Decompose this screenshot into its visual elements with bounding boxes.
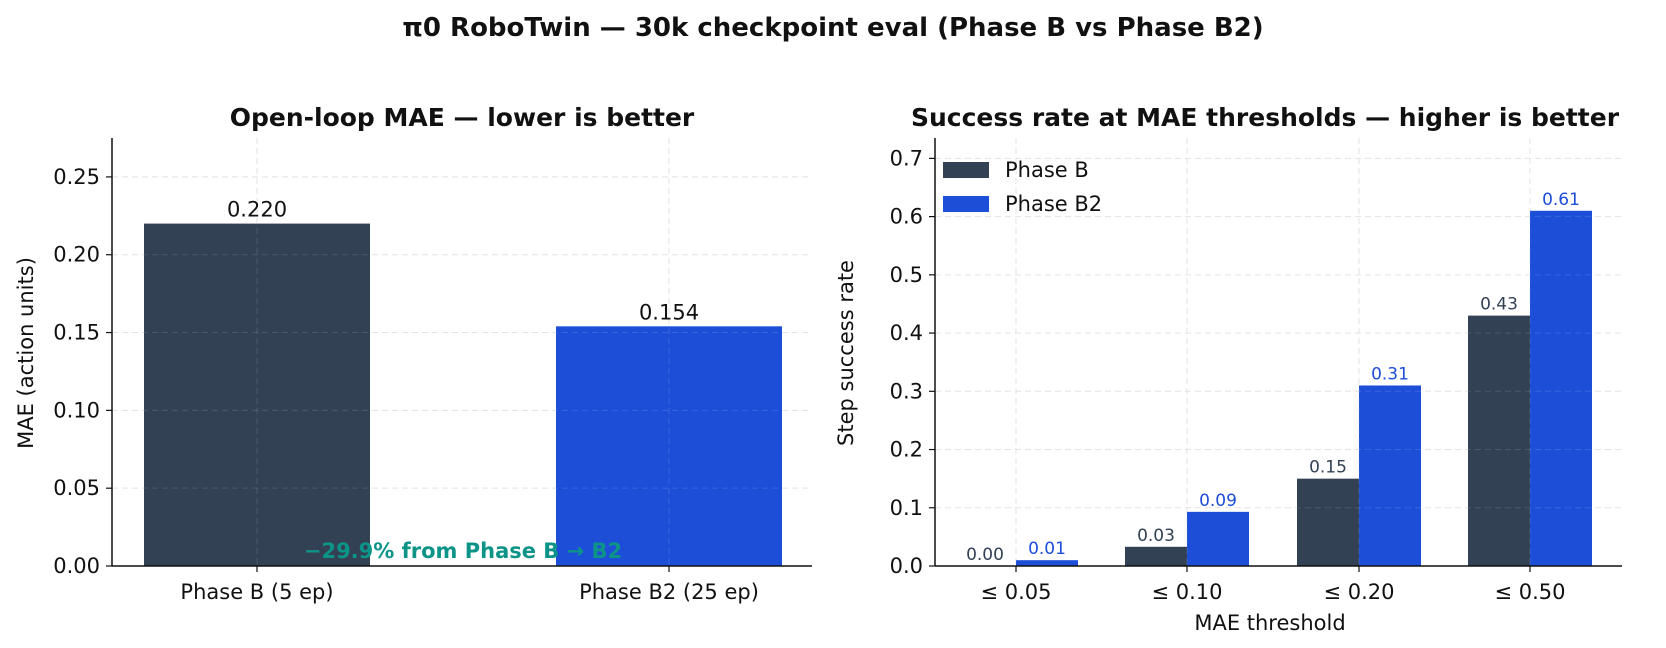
success-bar-value-label: 0.00 bbox=[966, 545, 1004, 565]
success-rate-chart: Success rate at MAE thresholds — higher … bbox=[834, 103, 1622, 635]
success-y-tick-label: 0.7 bbox=[890, 146, 923, 170]
success-x-tick-label: ≤ 0.10 bbox=[1151, 580, 1222, 604]
legend-swatch bbox=[943, 196, 989, 212]
success-bar-value-label: 0.03 bbox=[1137, 526, 1175, 546]
success-bar-value-label: 0.15 bbox=[1309, 458, 1347, 478]
figure-title: π0 RoboTwin — 30k checkpoint eval (Phase… bbox=[402, 13, 1263, 43]
mae-y-tick-label: 0.10 bbox=[53, 398, 100, 422]
mae-y-tick-label: 0.25 bbox=[53, 165, 100, 189]
success-chart-title: Success rate at MAE thresholds — higher … bbox=[911, 103, 1620, 132]
success-bar bbox=[1530, 210, 1592, 566]
mae-change-annotation: −29.9% from Phase B → B2 bbox=[304, 539, 622, 563]
legend-label: Phase B2 bbox=[1005, 192, 1102, 216]
mae-y-tick-label: 0.00 bbox=[53, 554, 100, 578]
success-y-tick-label: 0.0 bbox=[890, 554, 923, 578]
mae-bar-value-label: 0.220 bbox=[227, 198, 287, 222]
mae-y-tick-label: 0.20 bbox=[53, 243, 100, 267]
success-y-tick-label: 0.3 bbox=[890, 379, 923, 403]
mae-x-tick-label: Phase B (5 ep) bbox=[180, 580, 333, 604]
success-bar bbox=[1187, 511, 1249, 566]
success-bar bbox=[1468, 315, 1530, 566]
success-bar-value-label: 0.31 bbox=[1371, 364, 1409, 384]
success-y-tick-label: 0.1 bbox=[890, 496, 923, 520]
mae-chart-title: Open-loop MAE — lower is better bbox=[230, 103, 695, 132]
success-bar bbox=[1359, 385, 1421, 566]
mae-bar-value-label: 0.154 bbox=[639, 300, 699, 324]
success-bar bbox=[1125, 546, 1187, 566]
success-x-tick-label: ≤ 0.20 bbox=[1323, 580, 1394, 604]
success-y-tick-label: 0.4 bbox=[890, 321, 923, 345]
mae-y-axis-label: MAE (action units) bbox=[14, 257, 38, 449]
mae-y-tick-label: 0.15 bbox=[53, 321, 100, 345]
success-bar-value-label: 0.43 bbox=[1480, 295, 1518, 315]
mae-x-tick-label: Phase B2 (25 ep) bbox=[579, 580, 759, 604]
success-y-tick-label: 0.6 bbox=[890, 205, 923, 229]
success-x-tick-label: ≤ 0.05 bbox=[980, 580, 1051, 604]
success-x-tick-label: ≤ 0.50 bbox=[1494, 580, 1565, 604]
mae-chart: Open-loop MAE — lower is better MAE (act… bbox=[14, 103, 812, 604]
success-bar-value-label: 0.09 bbox=[1199, 491, 1237, 511]
success-bar bbox=[1016, 560, 1078, 566]
success-bar bbox=[1297, 478, 1359, 566]
legend-label: Phase B bbox=[1005, 158, 1089, 182]
success-y-tick-label: 0.2 bbox=[890, 438, 923, 462]
success-bar-value-label: 0.61 bbox=[1542, 190, 1580, 210]
success-y-tick-label: 0.5 bbox=[890, 263, 923, 287]
success-y-axis-label: Step success rate bbox=[834, 260, 858, 446]
mae-bar bbox=[144, 223, 370, 566]
legend-swatch bbox=[943, 162, 989, 178]
mae-y-tick-label: 0.05 bbox=[53, 476, 100, 500]
mae-bar bbox=[556, 326, 782, 566]
success-bar-value-label: 0.01 bbox=[1028, 539, 1066, 559]
success-x-axis-label: MAE threshold bbox=[1194, 611, 1345, 635]
